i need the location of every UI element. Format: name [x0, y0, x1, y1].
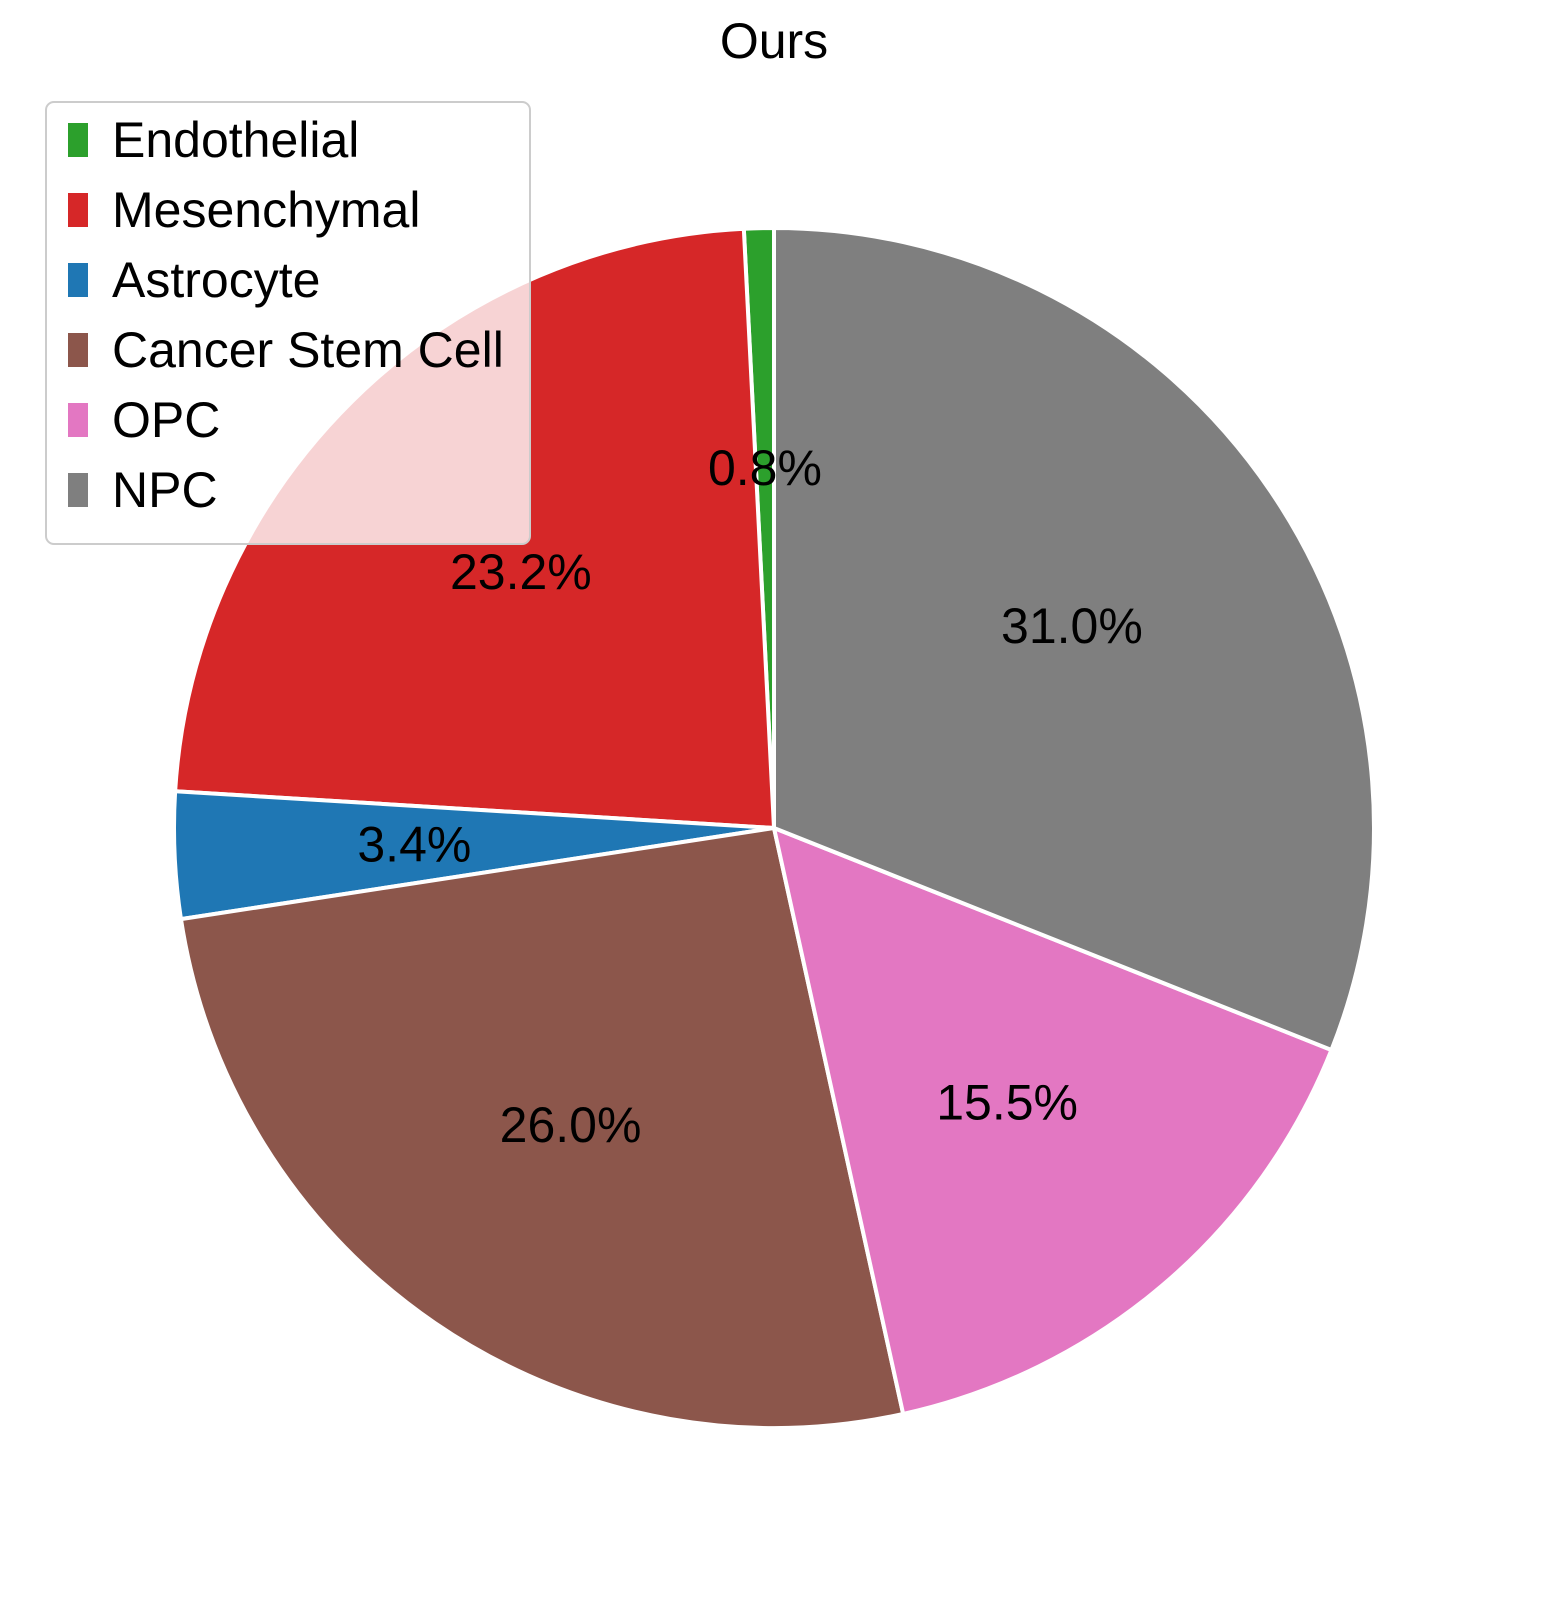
pct-label-cancer-stem-cell: 26.0% [500, 1097, 642, 1153]
legend-label: Mesenchymal [112, 182, 420, 238]
pct-label-astrocyte: 3.4% [357, 816, 471, 872]
pie-slice-opc [772, 826, 1334, 1416]
pct-label-endothelial: 0.8% [708, 440, 822, 496]
pie-slice-cancer-stem-cell [178, 826, 906, 1430]
pie-percentage-labels: 0.8% 23.2% 3.4% 26.0% 15.5% 31.0% [357, 440, 1142, 1153]
legend-swatch [68, 263, 88, 297]
legend-label: OPC [112, 392, 220, 448]
pie-slice-npc [772, 226, 1376, 1052]
pct-label-mesenchymal: 23.2% [450, 544, 592, 600]
legend-label: Astrocyte [112, 252, 320, 308]
legend-label: NPC [112, 462, 218, 518]
legend-swatch [68, 473, 88, 507]
legend-label: Cancer Stem Cell [112, 322, 504, 378]
legend: Endothelial Mesenchymal Astrocyte Cancer St… [45, 101, 531, 545]
legend-swatch [68, 193, 88, 227]
pct-label-opc: 15.5% [936, 1074, 1078, 1130]
legend-swatch [68, 403, 88, 437]
legend-label: Endothelial [112, 112, 359, 168]
chart-title: Ours [720, 13, 828, 69]
legend-swatch [68, 333, 88, 367]
legend-box [45, 101, 531, 545]
pct-label-npc: 31.0% [1001, 598, 1143, 654]
legend-swatch [68, 123, 88, 157]
